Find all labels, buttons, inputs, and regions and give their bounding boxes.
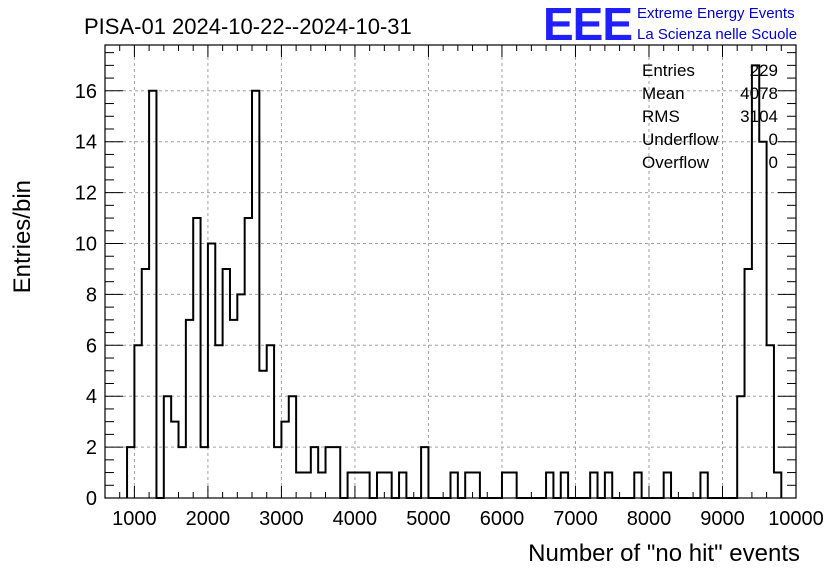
y-tick-label: 12	[75, 183, 97, 205]
x-tick-label: 5000	[406, 508, 451, 530]
x-tick-label: 10000	[768, 508, 824, 530]
x-tick-label: 7000	[553, 508, 598, 530]
chart-title: PISA-01 2024-10-22--2024-10-31	[84, 14, 412, 39]
y-tick-label: 8	[86, 284, 97, 306]
y-tick-label: 0	[86, 488, 97, 510]
y-tick-label: 4	[86, 386, 97, 408]
logo-line-2: La Scienza nelle Scuole	[637, 26, 797, 43]
x-tick-label: 4000	[333, 508, 378, 530]
x-tick-label: 1000	[112, 508, 157, 530]
x-tick-label: 3000	[259, 508, 304, 530]
stats-value: 3104	[740, 107, 778, 126]
x-tick-label: 8000	[627, 508, 672, 530]
stats-label: Overflow	[642, 153, 710, 172]
y-axis-title: Entries/bin	[9, 180, 36, 293]
logo-line-1: Extreme Energy Events	[637, 5, 795, 22]
histogram-outline	[126, 64, 783, 499]
stats-label: Entries	[642, 61, 695, 80]
y-tick-label: 14	[75, 132, 97, 154]
axis-ticks	[104, 45, 797, 499]
stats-value: 229	[750, 61, 778, 80]
y-tick-labels: 0 2 4 6 8 10 12 14 16	[75, 81, 97, 510]
x-tick-label: 9000	[700, 508, 745, 530]
stats-label: RMS	[642, 107, 680, 126]
stats-value: 4078	[740, 84, 778, 103]
y-tick-label: 2	[86, 437, 97, 459]
x-tick-label: 6000	[480, 508, 525, 530]
x-axis-title: Number of "no hit" events	[528, 540, 800, 567]
y-tick-label: 16	[75, 81, 97, 103]
y-tick-label: 6	[86, 335, 97, 357]
eee-logo: EEE Extreme Energy Events La Scienza nel…	[543, 0, 797, 50]
plot-frame	[104, 44, 797, 499]
stats-value: 0	[769, 130, 778, 149]
logo-mark: EEE	[543, 0, 632, 50]
stats-label: Underflow	[642, 130, 719, 149]
x-tick-labels: 1000 2000 3000 4000 5000 6000 7000 8000 9000 1000…	[112, 508, 824, 530]
stats-box: Entries 229 Mean 4078 RMS 3104 Underflow 0 Overf…	[642, 61, 778, 172]
stats-value: 0	[769, 153, 778, 172]
y-tick-label: 10	[75, 234, 97, 256]
stats-label: Mean	[642, 84, 685, 103]
x-tick-label: 2000	[186, 508, 231, 530]
